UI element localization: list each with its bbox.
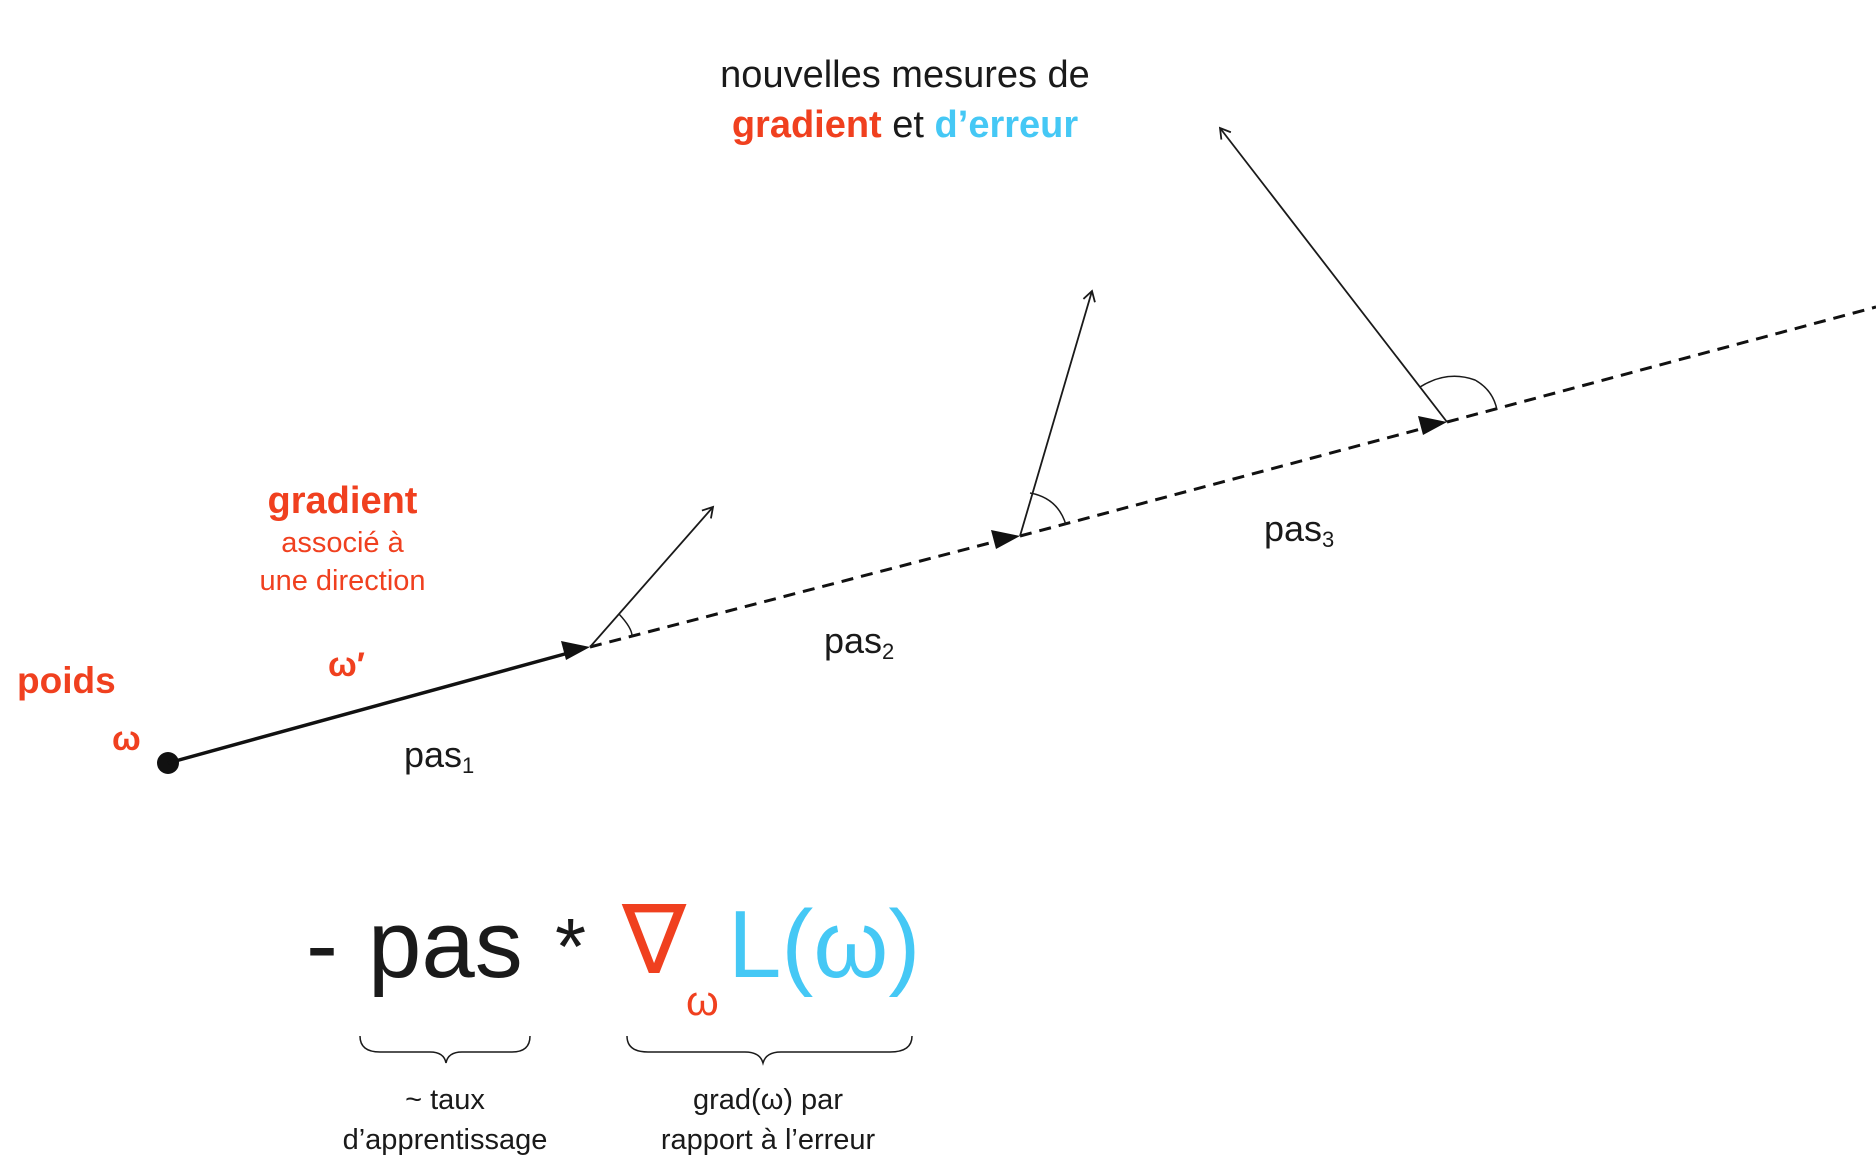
gradient-title: gradient [267,480,418,522]
step1-arrowhead [561,641,590,660]
step2-dashed-line [589,537,1006,649]
header-gradient-word: gradient [731,104,882,146]
formula-loss: L(ω) [728,891,921,998]
step3-arrowhead [1418,416,1447,435]
step2-sub: 2 [882,639,895,664]
step2-label: pas2 [824,620,894,665]
gradient-annotation: gradient associé à une direction [230,478,455,600]
gradient-arrow-1 [589,505,715,648]
poids-label: poids [17,660,116,701]
angle-arc-3 [1419,375,1498,411]
omega-prime-label: ω′ [328,646,365,684]
header-et-word: et [892,104,924,146]
brace-right-line2: rapport à l’erreur [660,1124,876,1156]
step3-sub: 3 [1322,527,1335,552]
formula-minus: - [306,891,338,998]
step1-base: pas [404,734,463,775]
gradient-line2: une direction [259,565,426,597]
header-line1: nouvelles mesures de [720,54,1090,96]
step3-label: pas3 [1264,508,1334,553]
step1-label: pas1 [404,734,474,779]
gradient-arrow-2 [1019,289,1096,537]
step2-base: pas [824,620,883,661]
brace-left [359,1035,531,1064]
brace-left-line2: d’apprentissage [342,1124,548,1156]
step1-sub: 1 [462,753,475,778]
formula-nabla-subscript: ω [686,977,719,1024]
step3-dashed-line [1019,424,1433,538]
trajectory-extension [1446,305,1876,424]
step2-arrowhead [991,530,1020,549]
brace-right [626,1035,913,1066]
angle-arc-1 [618,613,633,637]
header-note: nouvelles mesures de gradient et d’erreu… [660,50,1150,150]
step1-line [167,650,573,765]
header-line2: gradient et d’erreur [660,100,1150,150]
brace-left-line1: ~ taux [405,1084,485,1116]
brace-right-caption: grad(ω) par rapport à l’erreur [618,1080,918,1160]
omega-label: ω [112,720,141,758]
step3-base: pas [1264,508,1323,549]
formula-times: * [555,902,587,991]
gradient-line1: associé à [281,527,404,559]
angle-arc-2 [1029,492,1067,526]
header-error-word: d’erreur [934,104,1079,146]
brace-right-line1: grad(ω) par [693,1084,843,1116]
formula-nabla: ∇ [622,887,687,994]
gradient-arrow-3 [1218,126,1448,423]
formula-pas: pas [368,891,523,998]
brace-left-caption: ~ taux d’apprentissage [300,1080,590,1160]
